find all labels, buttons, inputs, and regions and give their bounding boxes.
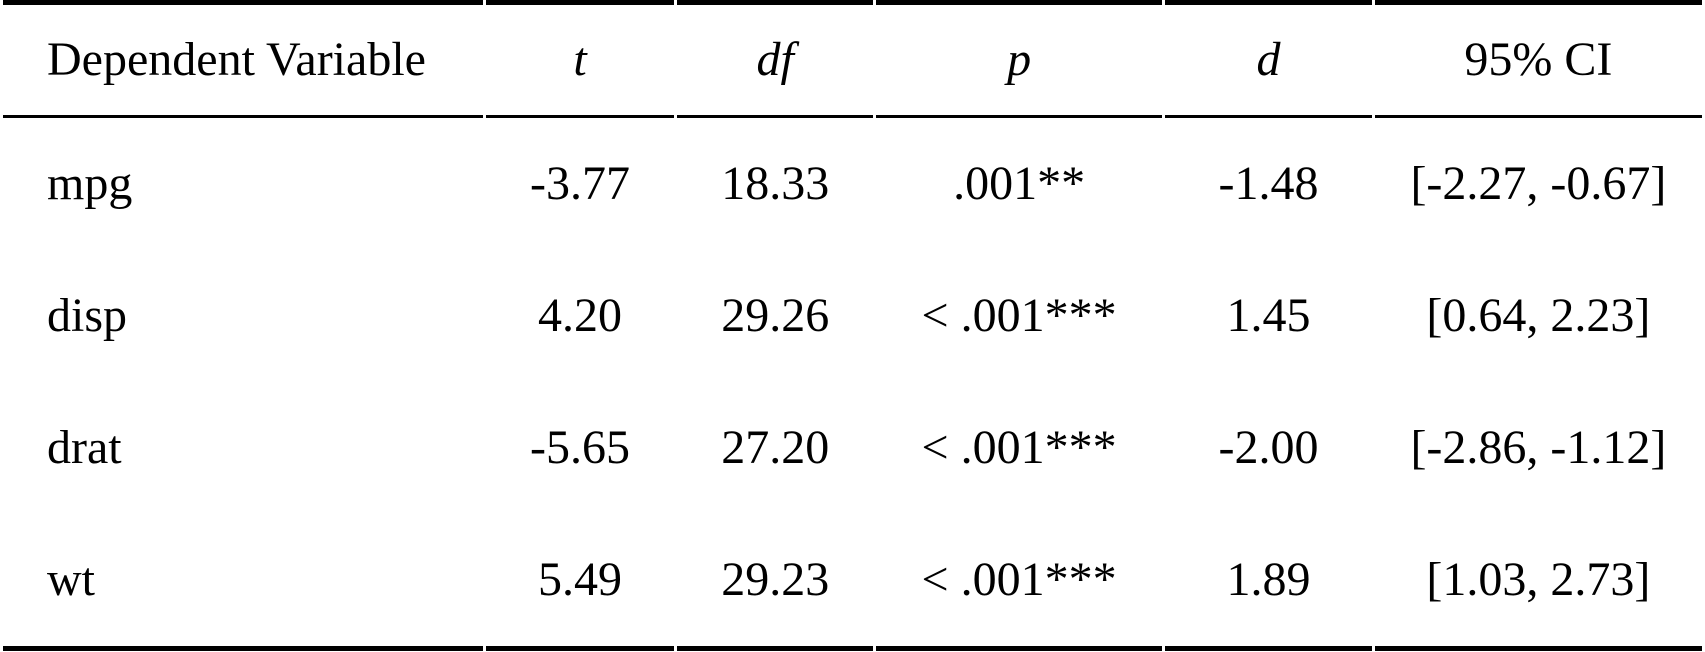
cell-ci-value: [-2.86, -1.12] (1410, 420, 1667, 474)
cell-p-value: < .001*** (876, 514, 1163, 651)
table-row-disp: disp 4.20 29.26 < .001*** 1.45 [0.64, 2.… (3, 250, 1702, 382)
cell-df-value: 29.23 (677, 514, 874, 651)
header-confidence-interval: 95% CI (1374, 0, 1702, 118)
cell-ci-value: [0.64, 2.23] (1426, 288, 1651, 342)
table-row-drat: drat -5.65 27.20 < .001*** -2.00 [-2.86,… (3, 382, 1702, 514)
cell-d-value: -2.00 (1218, 420, 1319, 474)
cell-p-value: < .001*** (921, 288, 1117, 342)
cell-t-value: -5.65 (530, 420, 631, 474)
cell-d-value: -1.48 (1218, 156, 1319, 210)
table-row-wt: wt 5.49 29.23 < .001*** 1.89 [1.03, 2.73… (3, 514, 1702, 651)
cell-d-value: 1.45 (1226, 288, 1311, 342)
cell-df-value: 27.20 (721, 420, 830, 474)
cell-variable-name: mpg (47, 156, 133, 210)
cell-t-value: 5.49 (485, 514, 675, 651)
cell-variable-name: drat (47, 420, 122, 474)
cell-variable-name: disp (47, 288, 128, 342)
cell-df-value: 29.26 (721, 288, 830, 342)
header-cohens-d: d (1165, 0, 1372, 118)
header-degrees-of-freedom: df (677, 0, 874, 118)
cell-ci-value: [-2.27, -0.67] (1410, 156, 1667, 210)
header-dependent-variable: Dependent Variable (3, 0, 483, 118)
cell-t-value: 4.20 (538, 288, 623, 342)
cell-ci-value: [1.03, 2.73] (1374, 514, 1702, 651)
cell-variable-name: wt (3, 514, 483, 651)
cell-d-value: 1.89 (1165, 514, 1372, 651)
table-header-row: Dependent Variable t df p d 95% CI (3, 0, 1702, 118)
table-row-mpg: mpg -3.77 18.33 .001** -1.48 [-2.27, -0.… (3, 118, 1702, 250)
cell-p-value: .001** (953, 156, 1086, 210)
cell-df-value: 18.33 (721, 156, 830, 210)
header-p-value: p (876, 0, 1163, 118)
header-t-statistic: t (485, 0, 675, 118)
cell-t-value: -3.77 (530, 156, 631, 210)
cell-p-value: < .001*** (921, 420, 1117, 474)
